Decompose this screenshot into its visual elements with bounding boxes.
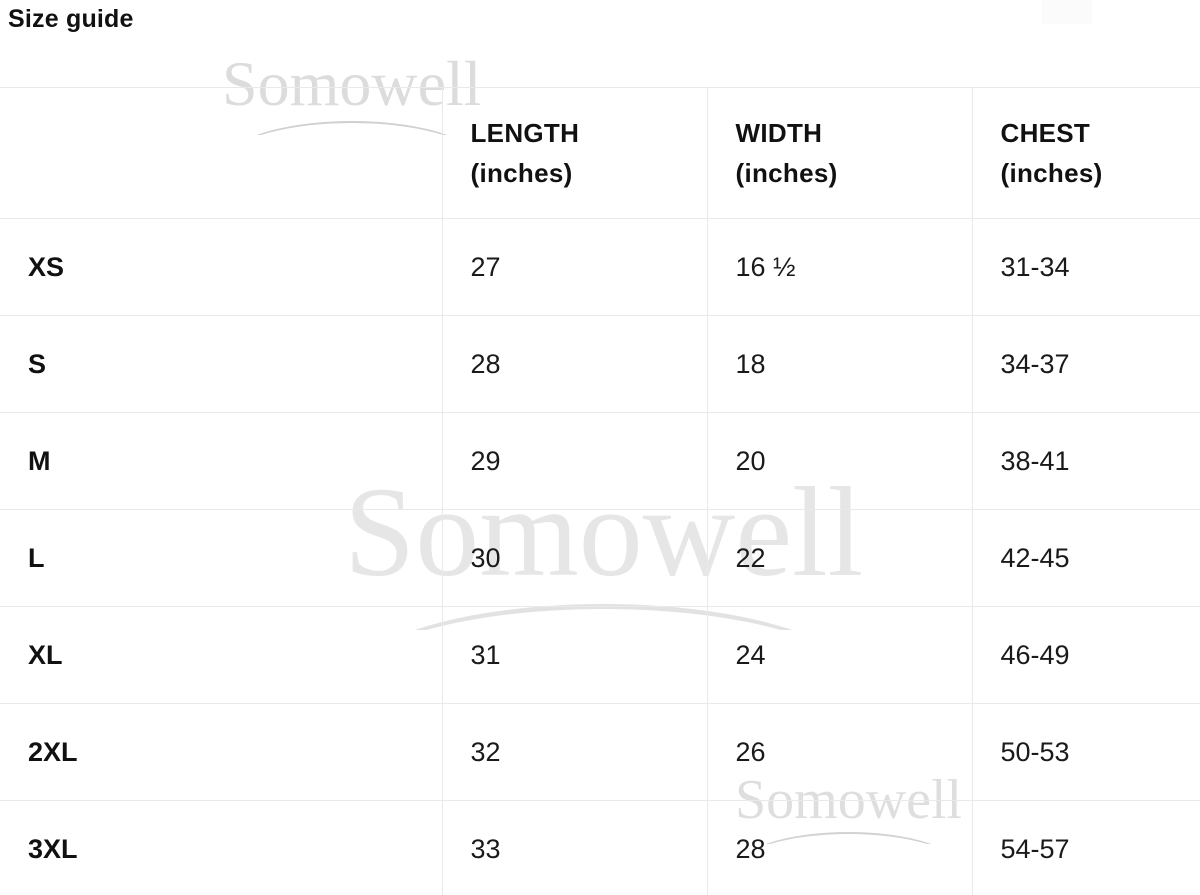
- cell-width: 16 ½: [707, 218, 973, 316]
- cell-width: 24: [707, 606, 973, 704]
- cell-chest: 31-34: [972, 218, 1200, 316]
- cell-size: L: [0, 509, 443, 607]
- cell-width: 22: [707, 509, 973, 607]
- column-header-width: WIDTH (inches): [707, 87, 973, 219]
- table-row: L 30 22 42-45: [0, 509, 1200, 607]
- table-row: M 29 20 38-41: [0, 412, 1200, 510]
- column-header-chest-unit: (inches): [1000, 158, 1103, 188]
- cell-chest: 34-37: [972, 315, 1200, 413]
- cell-length: 32: [442, 703, 708, 801]
- table-row: 2XL 32 26 50-53: [0, 703, 1200, 801]
- cell-length: 27: [442, 218, 708, 316]
- column-header-chest: CHEST (inches): [972, 87, 1200, 219]
- cell-chest: 46-49: [972, 606, 1200, 704]
- cell-length: 29: [442, 412, 708, 510]
- cell-length: 28: [442, 315, 708, 413]
- table-row: XL 31 24 46-49: [0, 606, 1200, 704]
- page-title: Size guide: [8, 5, 134, 33]
- table-body: XS 27 16 ½ 31-34 S 28 18 34-37 M 29 20 38-41 L 30 22 42…: [0, 218, 1200, 895]
- cell-chest: 54-57: [972, 800, 1200, 895]
- cell-size: XL: [0, 606, 443, 704]
- table-header-row: LENGTH (inches) WIDTH (inches) CHEST (in…: [0, 87, 1200, 219]
- table-row: XS 27 16 ½ 31-34: [0, 218, 1200, 316]
- cell-width: 28: [707, 800, 973, 895]
- table-row: 3XL 33 28 54-57: [0, 800, 1200, 895]
- table-header: LENGTH (inches) WIDTH (inches) CHEST (in…: [0, 87, 1200, 219]
- cell-chest: 42-45: [972, 509, 1200, 607]
- column-header-length-unit: (inches): [470, 158, 573, 188]
- size-guide-table: LENGTH (inches) WIDTH (inches) CHEST (in…: [0, 87, 1200, 895]
- column-header-width-label: WIDTH: [735, 118, 823, 148]
- cell-size: S: [0, 315, 443, 413]
- cell-size: M: [0, 412, 443, 510]
- cell-length: 30: [442, 509, 708, 607]
- column-header-length: LENGTH (inches): [442, 87, 708, 219]
- column-header-chest-label: CHEST: [1000, 118, 1091, 148]
- corner-artifact: [1042, 0, 1092, 24]
- column-header-length-label: LENGTH: [470, 118, 580, 148]
- column-header-width-unit: (inches): [735, 158, 838, 188]
- cell-chest: 50-53: [972, 703, 1200, 801]
- cell-width: 20: [707, 412, 973, 510]
- cell-length: 31: [442, 606, 708, 704]
- cell-width: 26: [707, 703, 973, 801]
- table-row: S 28 18 34-37: [0, 315, 1200, 413]
- cell-length: 33: [442, 800, 708, 895]
- cell-size: 3XL: [0, 800, 443, 895]
- cell-chest: 38-41: [972, 412, 1200, 510]
- cell-size: 2XL: [0, 703, 443, 801]
- cell-width: 18: [707, 315, 973, 413]
- column-header-size: [0, 87, 443, 219]
- cell-size: XS: [0, 218, 443, 316]
